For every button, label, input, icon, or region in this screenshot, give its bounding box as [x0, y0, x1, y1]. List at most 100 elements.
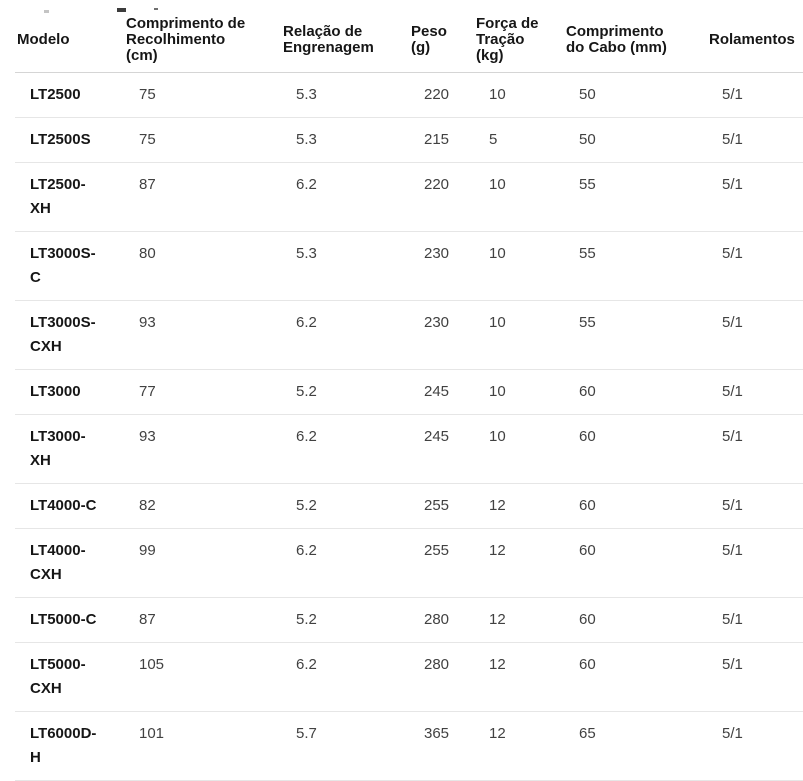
cabo-cell: 60 [564, 528, 707, 598]
peso-cell: 230 [409, 231, 474, 301]
peso-cell: 365 [409, 711, 474, 781]
col-header-modelo: Modelo [15, 8, 124, 73]
cabo-cell: 55 [564, 162, 707, 232]
forca-cell: 12 [474, 597, 564, 643]
model-cell: LT5000- CXH [15, 642, 124, 712]
header-row: Modelo Comprimento de Recolhimento (cm) … [15, 8, 803, 73]
table-row: LT4000- CXH 99 6.2 255 12 60 5/1 [15, 528, 803, 598]
col-header-cabo: Comprimento do Cabo (mm) [564, 8, 707, 73]
peso-cell: 245 [409, 414, 474, 484]
relacao-cell: 6.2 [281, 300, 409, 370]
rolamentos-cell: 5/1 [707, 300, 803, 370]
rolamentos-cell: 5/1 [707, 597, 803, 643]
peso-cell: 220 [409, 72, 474, 118]
relacao-cell: 5.2 [281, 369, 409, 415]
forca-cell: 12 [474, 528, 564, 598]
spec-table-page: Modelo Comprimento de Recolhimento (cm) … [0, 8, 803, 781]
rolamentos-cell: 5/1 [707, 72, 803, 118]
cropped-heading-remnant [44, 10, 49, 13]
model-cell: LT2500 [15, 72, 124, 118]
rolamentos-cell: 5/1 [707, 711, 803, 781]
relacao-cell: 5.7 [281, 711, 409, 781]
cabo-cell: 60 [564, 414, 707, 484]
relacao-cell: 6.2 [281, 528, 409, 598]
cabo-cell: 55 [564, 300, 707, 370]
forca-cell: 12 [474, 711, 564, 781]
model-cell: LT2500- XH [15, 162, 124, 232]
table-row: LT4000-C 82 5.2 255 12 60 5/1 [15, 483, 803, 529]
cabo-cell: 50 [564, 72, 707, 118]
cabo-cell: 60 [564, 483, 707, 529]
cropped-heading-remnant [154, 8, 158, 10]
forca-cell: 12 [474, 642, 564, 712]
table-header: Modelo Comprimento de Recolhimento (cm) … [15, 8, 803, 73]
relacao-cell: 5.3 [281, 72, 409, 118]
rolamentos-cell: 5/1 [707, 483, 803, 529]
table-row: LT6000D- H 101 5.7 365 12 65 5/1 [15, 711, 803, 781]
relacao-cell: 6.2 [281, 642, 409, 712]
recolhimento-cell: 101 [124, 711, 281, 781]
table-row: LT3000S- CXH 93 6.2 230 10 55 5/1 [15, 300, 803, 370]
recolhimento-cell: 87 [124, 162, 281, 232]
relacao-cell: 5.3 [281, 231, 409, 301]
forca-cell: 10 [474, 231, 564, 301]
model-cell: LT5000-C [15, 597, 124, 643]
recolhimento-cell: 75 [124, 117, 281, 163]
model-cell: LT3000S- CXH [15, 300, 124, 370]
peso-cell: 230 [409, 300, 474, 370]
rolamentos-cell: 5/1 [707, 162, 803, 232]
recolhimento-cell: 80 [124, 231, 281, 301]
table-row: LT2500S 75 5.3 215 5 50 5/1 [15, 117, 803, 163]
recolhimento-cell: 82 [124, 483, 281, 529]
model-cell: LT4000- CXH [15, 528, 124, 598]
col-header-recolhimento: Comprimento de Recolhimento (cm) [124, 8, 281, 73]
model-cell: LT3000- XH [15, 414, 124, 484]
recolhimento-cell: 99 [124, 528, 281, 598]
rolamentos-cell: 5/1 [707, 414, 803, 484]
forca-cell: 10 [474, 72, 564, 118]
col-header-rolamentos: Rolamentos [707, 8, 803, 73]
recolhimento-cell: 105 [124, 642, 281, 712]
table-row: LT2500 75 5.3 220 10 50 5/1 [15, 72, 803, 118]
forca-cell: 12 [474, 483, 564, 529]
cabo-cell: 60 [564, 369, 707, 415]
rolamentos-cell: 5/1 [707, 642, 803, 712]
peso-cell: 280 [409, 642, 474, 712]
cropped-heading-remnant [117, 8, 126, 12]
col-header-forca: Força de Tração (kg) [474, 8, 564, 73]
cabo-cell: 65 [564, 711, 707, 781]
forca-cell: 10 [474, 300, 564, 370]
model-cell: LT3000S- C [15, 231, 124, 301]
col-header-peso: Peso (g) [409, 8, 474, 73]
peso-cell: 280 [409, 597, 474, 643]
recolhimento-cell: 87 [124, 597, 281, 643]
cabo-cell: 50 [564, 117, 707, 163]
peso-cell: 215 [409, 117, 474, 163]
relacao-cell: 5.2 [281, 597, 409, 643]
relacao-cell: 5.2 [281, 483, 409, 529]
model-cell: LT4000-C [15, 483, 124, 529]
col-header-relacao: Relação de Engrenagem [281, 8, 409, 73]
relacao-cell: 5.3 [281, 117, 409, 163]
rolamentos-cell: 5/1 [707, 528, 803, 598]
rolamentos-cell: 5/1 [707, 231, 803, 301]
table-row: LT5000-C 87 5.2 280 12 60 5/1 [15, 597, 803, 643]
recolhimento-cell: 93 [124, 300, 281, 370]
table-body: LT2500 75 5.3 220 10 50 5/1 LT2500S 75 5… [15, 72, 803, 781]
forca-cell: 10 [474, 369, 564, 415]
cabo-cell: 55 [564, 231, 707, 301]
rolamentos-cell: 5/1 [707, 117, 803, 163]
forca-cell: 5 [474, 117, 564, 163]
relacao-cell: 6.2 [281, 414, 409, 484]
relacao-cell: 6.2 [281, 162, 409, 232]
peso-cell: 255 [409, 483, 474, 529]
peso-cell: 255 [409, 528, 474, 598]
table-row: LT3000S- C 80 5.3 230 10 55 5/1 [15, 231, 803, 301]
forca-cell: 10 [474, 162, 564, 232]
table-row: LT3000- XH 93 6.2 245 10 60 5/1 [15, 414, 803, 484]
cabo-cell: 60 [564, 597, 707, 643]
forca-cell: 10 [474, 414, 564, 484]
table-row: LT2500- XH 87 6.2 220 10 55 5/1 [15, 162, 803, 232]
table-row: LT5000- CXH 105 6.2 280 12 60 5/1 [15, 642, 803, 712]
cabo-cell: 60 [564, 642, 707, 712]
